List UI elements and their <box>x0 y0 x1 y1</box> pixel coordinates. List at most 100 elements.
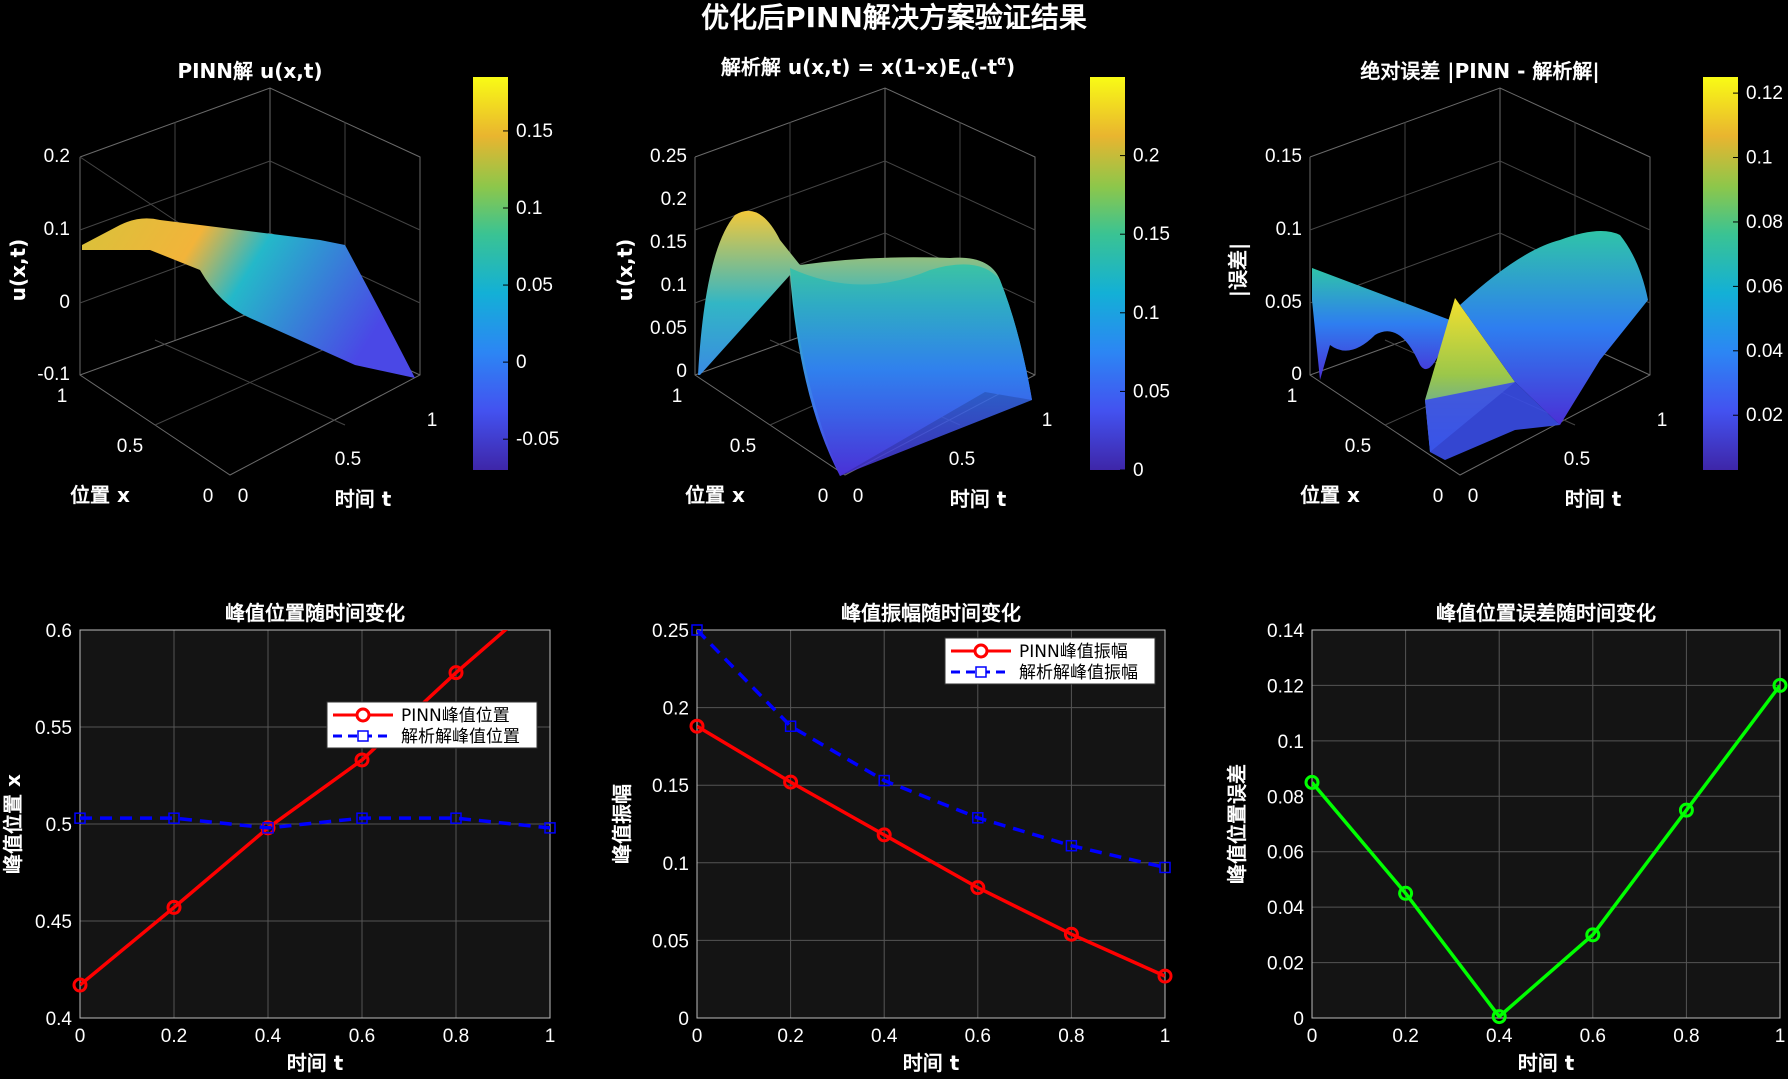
colorbar-tick-label: 0.06 <box>1746 276 1783 297</box>
chart-title: 峰值振幅随时间变化 <box>841 601 1021 625</box>
y-tick: 0 <box>853 486 864 507</box>
x-tick-label: 0.2 <box>1392 1026 1418 1047</box>
z-axis-label: u(x,t) <box>6 239 30 302</box>
y-tick-label: 0.06 <box>1267 843 1304 864</box>
y-tick: 0 <box>238 486 249 507</box>
colorbar-tick-label: 0.12 <box>1746 83 1783 104</box>
y-tick: 0.5 <box>949 449 975 470</box>
colorbar-tick-label: 0.05 <box>1133 381 1170 402</box>
legend-marker <box>973 643 989 659</box>
surface-analytic-front <box>790 264 1032 476</box>
legend-label: 解析解峰值振幅 <box>1019 663 1138 683</box>
colorbar-tick-label: 0.02 <box>1746 405 1783 426</box>
line-chart-1: 0 0.2 0.4 0.6 0.8 1 0.4 0.45 0.5 0.55 0.6 峰值位置随时间变化… <box>1 601 556 1075</box>
x-tick-label: 1 <box>1160 1026 1171 1047</box>
x-tick-label: 0.6 <box>1580 1026 1606 1047</box>
y-tick-label: 0.14 <box>1267 621 1304 642</box>
z-tick: 0.15 <box>650 232 687 253</box>
data-point <box>784 720 797 732</box>
y-tick: 0.5 <box>1564 449 1590 470</box>
x-tick-label: 0 <box>75 1026 86 1047</box>
z-tick: 0 <box>1291 364 1302 385</box>
colorbar-tick-label: 0.15 <box>516 121 553 142</box>
x-tick-label: 0.8 <box>1058 1026 1084 1047</box>
plot-area <box>697 630 1165 1018</box>
y-tick-label: 0.02 <box>1267 954 1304 975</box>
z-tick: 0.05 <box>650 318 687 339</box>
y-tick: 0.5 <box>335 449 361 470</box>
y-tick-label: 0.55 <box>35 718 72 739</box>
data-point <box>1304 774 1320 790</box>
y-tick-label: 0 <box>678 1009 689 1030</box>
y-tick-label: 0.08 <box>1267 787 1304 808</box>
y-tick: 1 <box>1042 410 1053 431</box>
surface-error-front <box>1425 382 1560 460</box>
data-point <box>262 822 274 834</box>
colorbar-tick-label: 0.05 <box>516 275 553 296</box>
y-tick-label: 0.5 <box>46 815 72 836</box>
x-axis-label: 位置 x <box>685 483 745 507</box>
x-tick: 0 <box>818 486 829 507</box>
x-axis-label: 时间 t <box>287 1051 344 1075</box>
axes-frame <box>696 629 1166 1019</box>
data-point <box>878 774 890 787</box>
x-tick-label: 0.4 <box>1486 1026 1513 1047</box>
plot-area <box>1312 630 1780 1018</box>
y-tick-label: 0.1 <box>663 854 689 875</box>
y-tick-label: 0.04 <box>1267 898 1304 919</box>
chart-title: 峰值位置误差随时间变化 <box>1436 601 1656 625</box>
data-point <box>450 812 462 824</box>
y-axis-label: 峰值位置误差 <box>1225 764 1249 884</box>
x-tick: 0 <box>203 486 214 507</box>
line-chart-2: 0 0.2 0.4 0.6 0.8 1 0 0.05 0.1 0.15 0.2 0.25 峰值振幅随时间… <box>610 601 1173 1075</box>
series-line-1 <box>80 630 508 987</box>
z-tick: 0.2 <box>661 189 687 210</box>
data-point <box>1065 839 1078 852</box>
surface-pinn <box>82 218 415 378</box>
colorbar-tick-label: -0.05 <box>516 429 559 450</box>
y-tick: 1 <box>1657 410 1668 431</box>
data-point <box>544 822 556 834</box>
data-point <box>783 774 799 790</box>
data-point <box>1491 1009 1507 1025</box>
x-axis-label: 时间 t <box>1518 1051 1575 1075</box>
colorbar-tick-label: 0 <box>516 352 527 373</box>
data-point <box>970 880 986 896</box>
z-tick: 0.15 <box>1265 146 1302 167</box>
colorbar <box>473 77 508 470</box>
surface-panel-analytic: 解析解 u(x,t) = x(1-x)Eα(-tα) u(x,t) 0.25 0… <box>613 54 1170 511</box>
x-tick: 1 <box>57 386 68 407</box>
y-axis-label: 时间 t <box>1565 487 1622 511</box>
data-point <box>1678 802 1694 818</box>
x-tick-label: 0.2 <box>777 1026 803 1047</box>
y-tick-label: 0.05 <box>652 931 689 952</box>
y-tick-label: 0.1 <box>1278 732 1304 753</box>
data-point <box>691 624 703 636</box>
x-tick-label: 0.4 <box>255 1026 282 1047</box>
data-point <box>168 812 180 824</box>
y-tick-label: 0.25 <box>652 621 689 642</box>
chart-title: 峰值位置随时间变化 <box>225 601 405 625</box>
data-point <box>166 899 182 915</box>
z-tick: 0.2 <box>44 146 70 167</box>
z-tick: 0.05 <box>1265 292 1302 313</box>
panel-title: PINN解 u(x,t) <box>177 59 322 83</box>
x-axis-label: 位置 x <box>1300 483 1360 507</box>
x-tick: 1 <box>672 386 683 407</box>
data-point <box>1157 968 1173 984</box>
x-tick-label: 0.2 <box>161 1026 187 1047</box>
surface-error-left <box>1312 268 1450 380</box>
x-tick-label: 0.6 <box>965 1026 991 1047</box>
x-tick-label: 0 <box>1307 1026 1318 1047</box>
y-tick-label: 0.12 <box>1267 676 1304 697</box>
data-point <box>876 827 892 843</box>
data-point <box>1398 885 1414 901</box>
z-tick: 0.25 <box>650 146 687 167</box>
figure-title: 优化后PINN解决方案验证结果 <box>701 1 1087 34</box>
y-tick-label: 0.4 <box>46 1009 73 1030</box>
x-tick: 0.5 <box>730 436 756 457</box>
colorbar-tick-label: 0.1 <box>516 198 542 219</box>
